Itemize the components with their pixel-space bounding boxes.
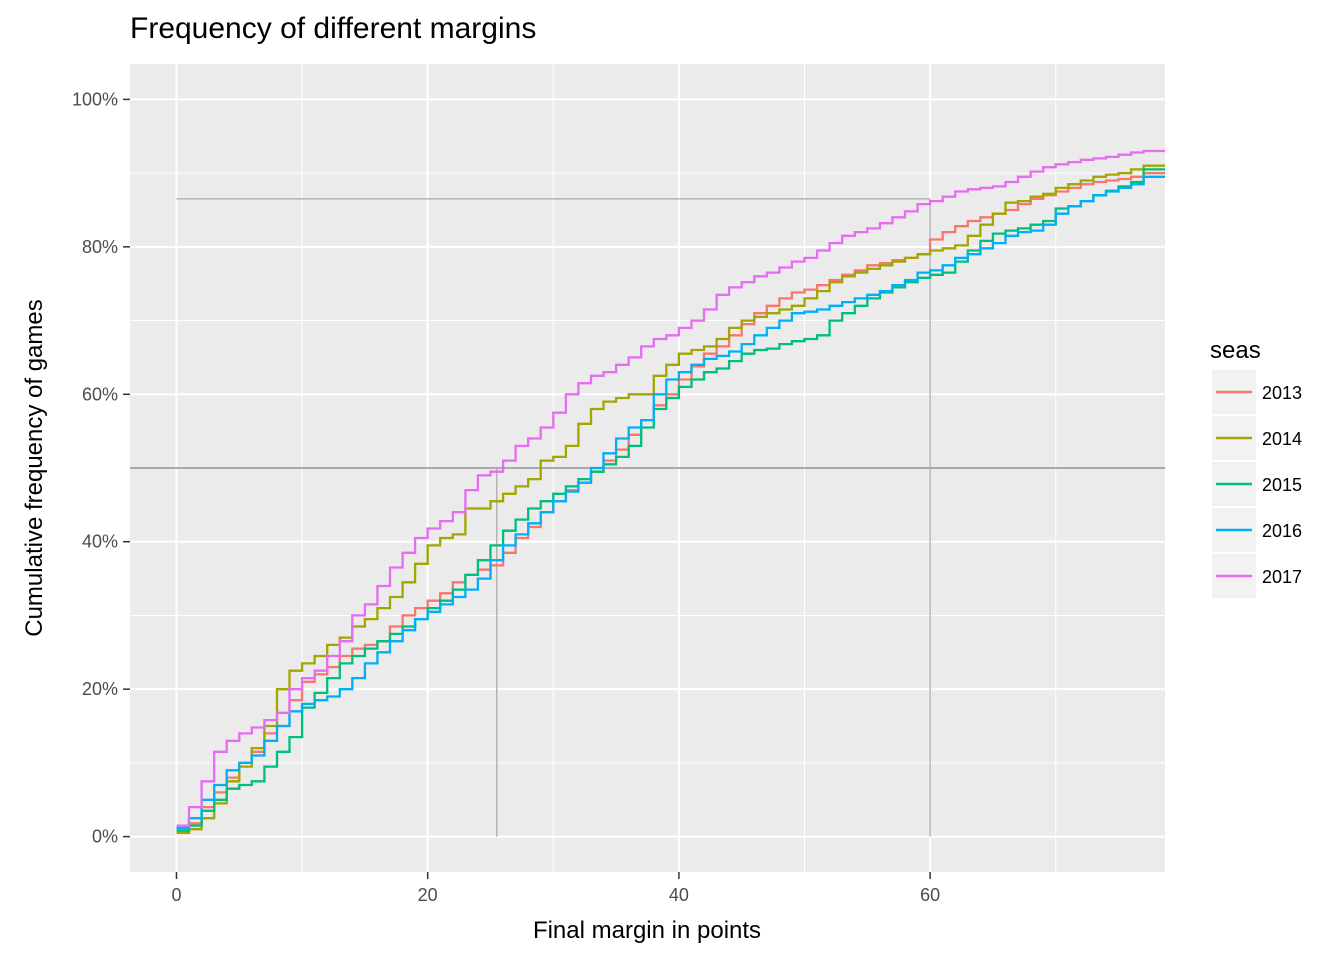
y-tick-label: 100% — [72, 89, 118, 109]
legend-title: seas — [1210, 337, 1261, 364]
series-line-2015 — [176, 168, 1165, 832]
y-tick-label: 60% — [82, 384, 118, 404]
legend-label-2013: 2013 — [1262, 383, 1302, 403]
x-tick-label: 20 — [418, 885, 438, 905]
y-axis-title: Cumulative frequency of games — [21, 299, 48, 637]
series-lines — [176, 149, 1165, 835]
y-tick-label: 40% — [82, 532, 118, 552]
y-tick-label: 0% — [92, 827, 118, 847]
x-axis: 0 20 40 60 — [171, 872, 940, 905]
chart-title: Frequency of different margins — [130, 12, 536, 45]
legend-label-2014: 2014 — [1262, 429, 1302, 449]
legend-label-2016: 2016 — [1262, 521, 1302, 541]
y-tick-label: 80% — [82, 237, 118, 257]
y-axis: 0% 20% 40% 60% 80% 100% — [72, 89, 130, 847]
x-tick-label: 0 — [171, 885, 181, 905]
x-axis-title: Final margin in points — [533, 917, 761, 944]
legend-label-2015: 2015 — [1262, 475, 1302, 495]
x-tick-label: 40 — [669, 885, 689, 905]
series-line-2016 — [176, 175, 1165, 829]
y-tick-label: 20% — [82, 679, 118, 699]
series-line-2017 — [176, 149, 1165, 827]
legend-label-2017: 2017 — [1262, 567, 1302, 587]
legend: seas 2013 2014 2015 2016 2017 — [1210, 337, 1302, 598]
reference-lines — [130, 198, 1165, 837]
x-tick-label: 60 — [920, 885, 940, 905]
